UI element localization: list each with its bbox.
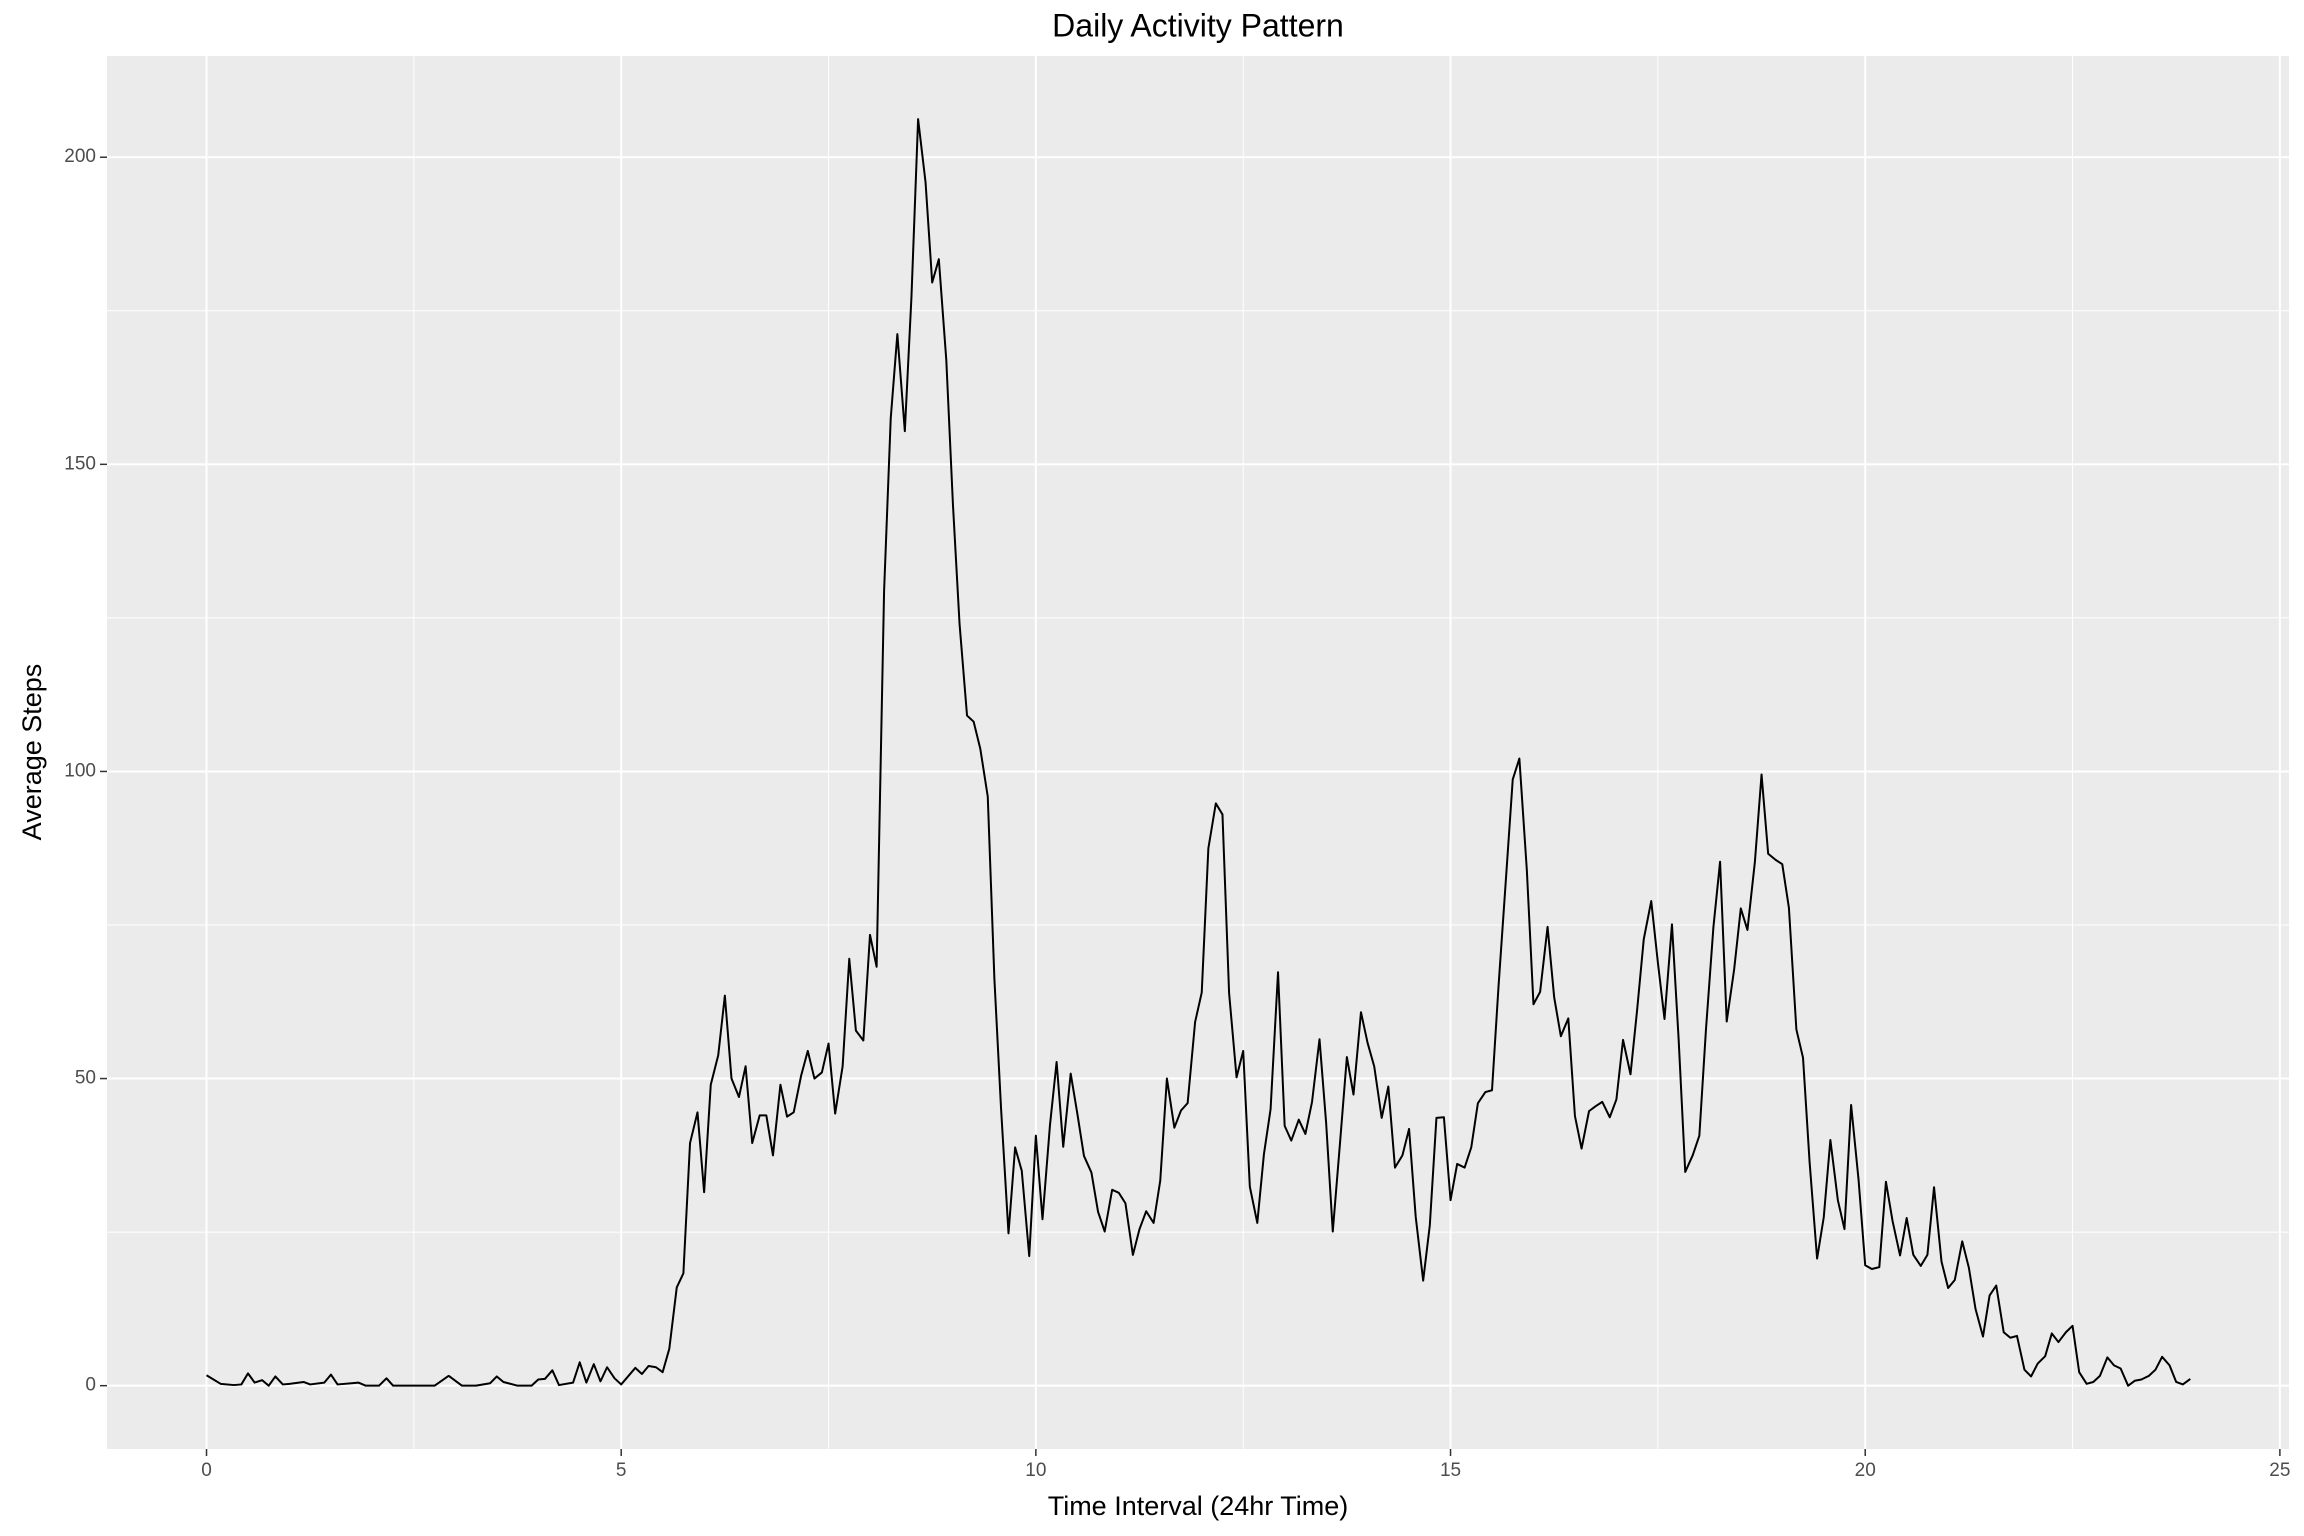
line-series — [205, 118, 2191, 1387]
panel — [107, 56, 2289, 1449]
y-tick-label: 0 — [85, 1375, 96, 1396]
x-tick-label: 5 — [616, 1460, 627, 1481]
y-tick-label: 50 — [75, 1068, 96, 1089]
x-tick-label: 15 — [1440, 1460, 1461, 1481]
x-tick-label: 0 — [201, 1460, 212, 1481]
x-tick-label: 20 — [1855, 1460, 1876, 1481]
chart-title: Daily Activity Pattern — [1052, 7, 1344, 43]
y-tick-label: 150 — [64, 453, 96, 474]
x-axis-title: Time Interval (24hr Time) — [1048, 1491, 1349, 1521]
x-tick-label: 10 — [1025, 1460, 1046, 1481]
y-tick-label: 200 — [64, 146, 96, 167]
x-tick-label: 25 — [2269, 1460, 2290, 1481]
y-tick-label: 100 — [64, 760, 96, 781]
y-axis-title: Average Steps — [17, 664, 47, 841]
